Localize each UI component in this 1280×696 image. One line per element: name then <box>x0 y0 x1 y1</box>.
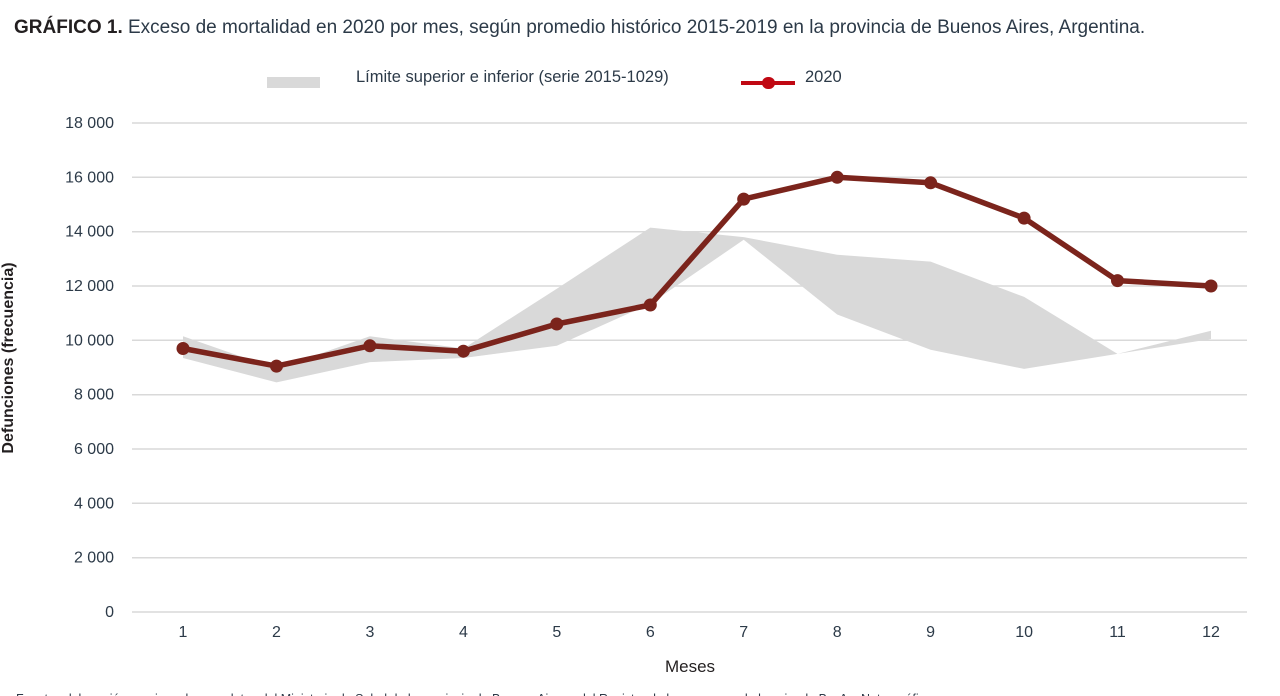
svg-text:12 000: 12 000 <box>65 278 114 295</box>
svg-text:9: 9 <box>926 624 935 641</box>
svg-text:11: 11 <box>1109 624 1126 641</box>
svg-text:14 000: 14 000 <box>65 224 114 241</box>
svg-text:2: 2 <box>272 624 281 641</box>
svg-text:8 000: 8 000 <box>74 387 114 404</box>
svg-text:4: 4 <box>459 624 468 641</box>
svg-text:1: 1 <box>179 624 188 641</box>
svg-text:3: 3 <box>365 624 374 641</box>
svg-text:2 000: 2 000 <box>74 550 114 567</box>
svg-text:0: 0 <box>105 604 114 621</box>
svg-text:6 000: 6 000 <box>74 441 114 458</box>
svg-text:10 000: 10 000 <box>65 332 114 349</box>
svg-text:18 000: 18 000 <box>65 115 114 132</box>
svg-text:10: 10 <box>1015 624 1033 641</box>
svg-text:16 000: 16 000 <box>65 169 114 186</box>
svg-text:4 000: 4 000 <box>74 495 114 512</box>
svg-text:5: 5 <box>552 624 561 641</box>
svg-text:8: 8 <box>833 624 842 641</box>
svg-text:6: 6 <box>646 624 655 641</box>
svg-text:12: 12 <box>1202 624 1220 641</box>
svg-text:7: 7 <box>739 624 748 641</box>
